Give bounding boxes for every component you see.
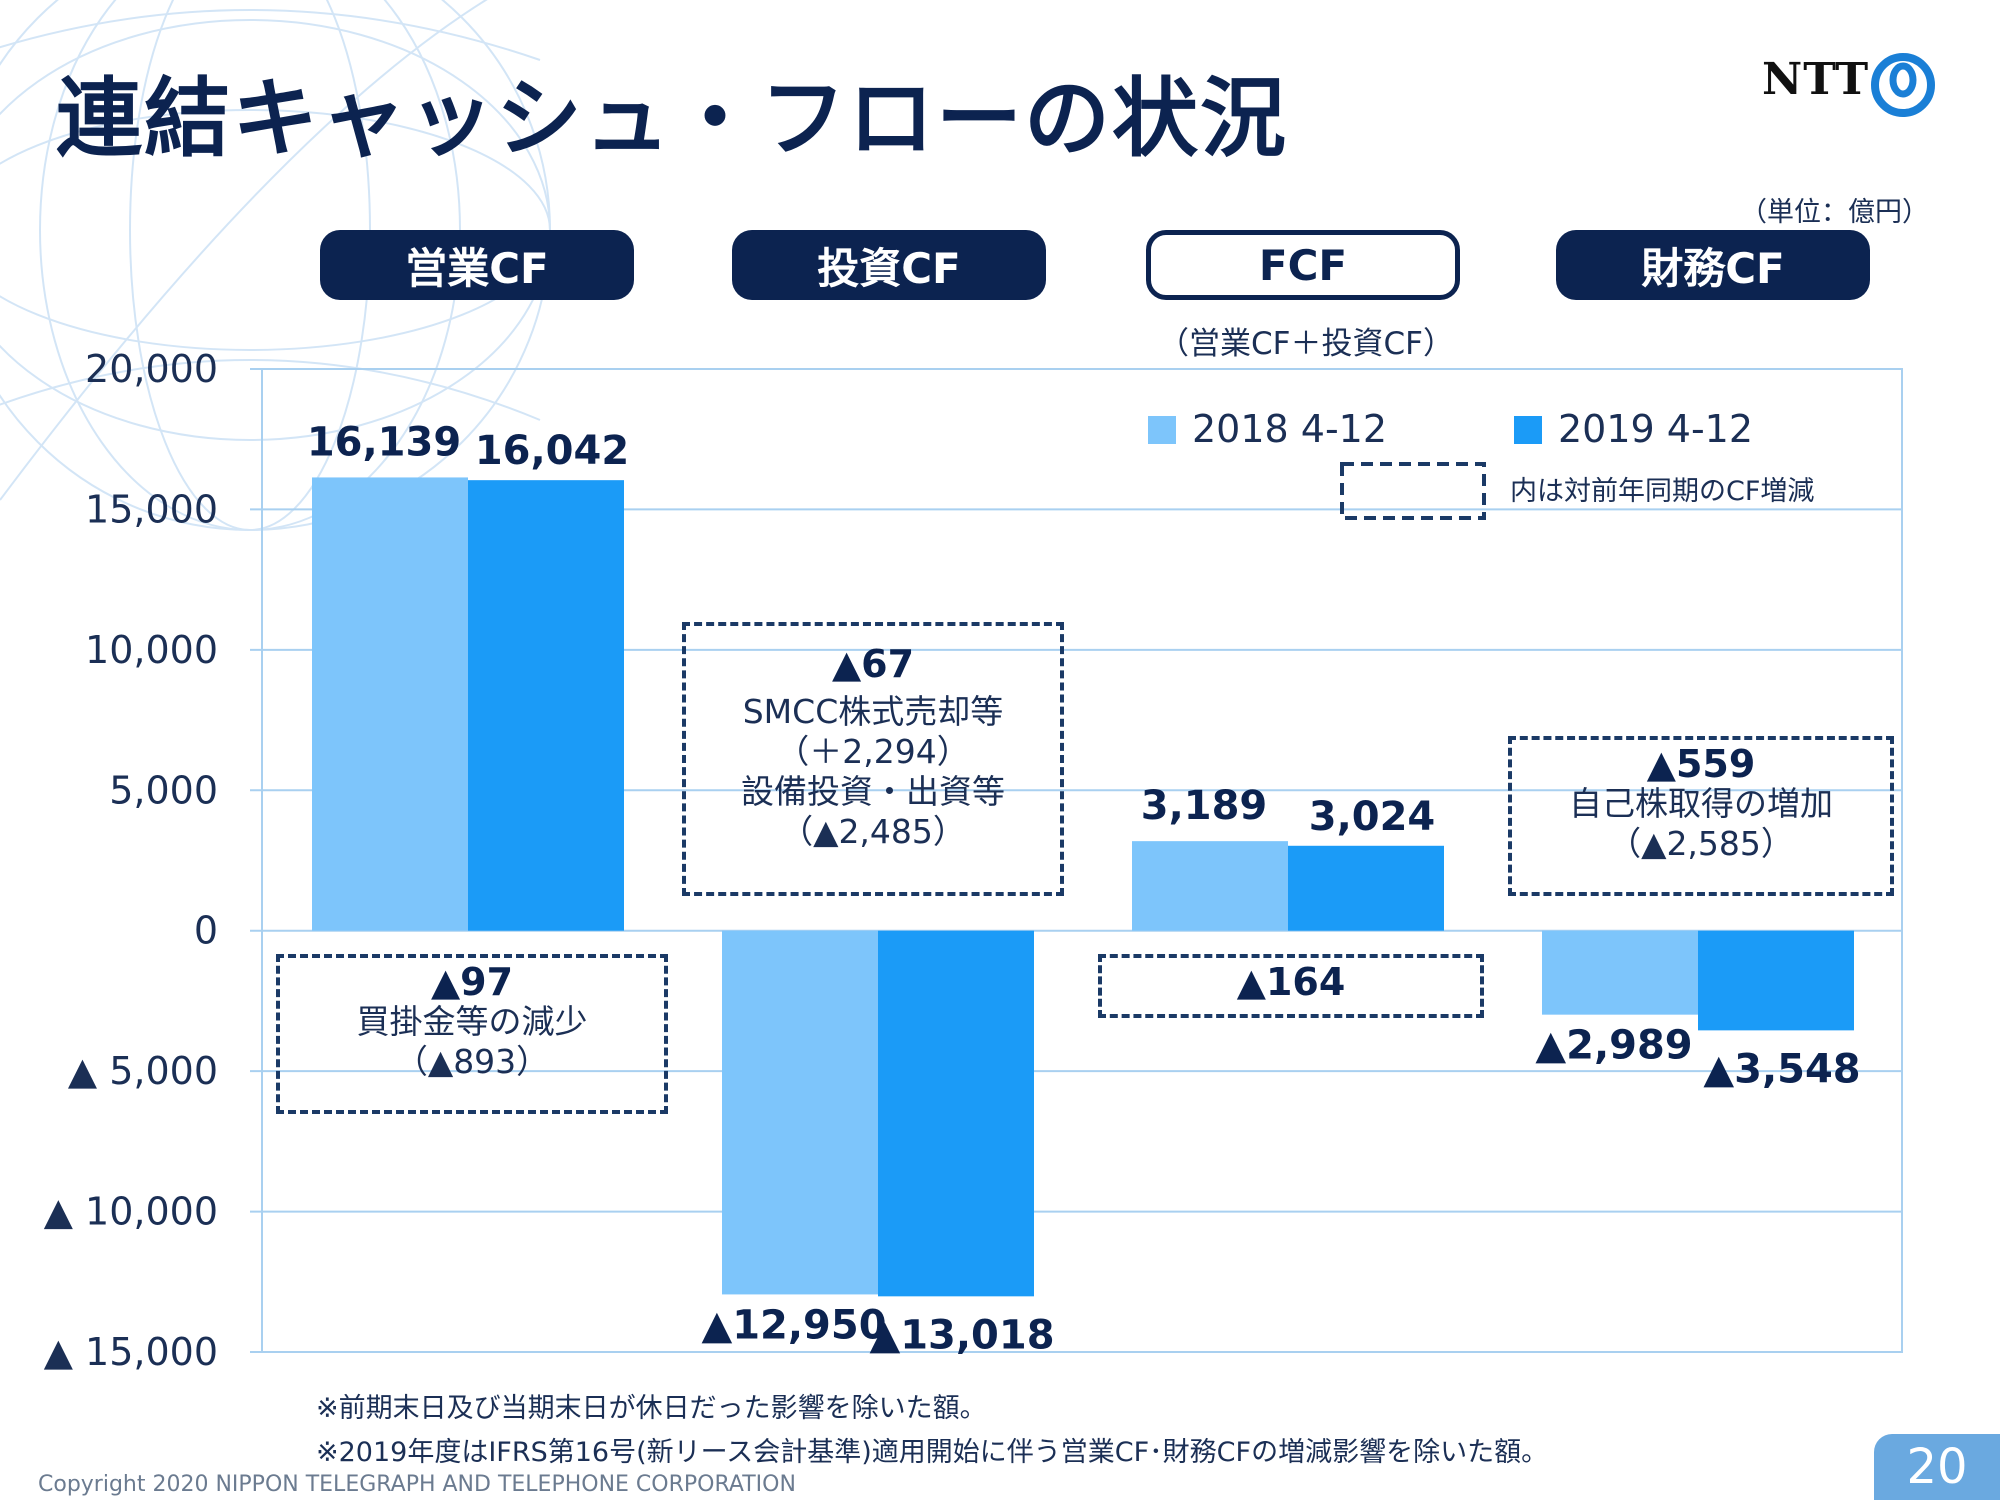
legend-swatch bbox=[1514, 416, 1542, 444]
annotation-box-financing bbox=[1508, 736, 1894, 896]
legend-label: 2018 4-12 bbox=[1192, 407, 1387, 451]
logo-text: NTT bbox=[1762, 54, 1870, 105]
bar-value-label: ▲2,989 bbox=[1535, 1023, 1692, 1069]
bar bbox=[1288, 845, 1444, 931]
group-pill-fcf: FCF bbox=[1146, 230, 1460, 300]
bar-value-label: ▲13,018 bbox=[869, 1312, 1054, 1358]
group-pill-financing: 財務CF bbox=[1556, 230, 1870, 300]
legend-dashed-key bbox=[1340, 462, 1486, 520]
bar bbox=[1542, 930, 1698, 1015]
page-title: 連結キャッシュ・フローの状況 bbox=[56, 69, 1288, 169]
y-tick-label: 5,000 bbox=[109, 768, 218, 812]
fcf-sublabel: （営業CF＋投資CF） bbox=[1158, 326, 1454, 362]
page-number: 20 bbox=[1874, 1434, 2000, 1500]
unit-label: （単位：億円） bbox=[1740, 197, 1929, 228]
bar-value-label: ▲12,950 bbox=[701, 1302, 886, 1348]
y-tick-label: 10,000 bbox=[85, 628, 218, 672]
annotation-fcf: ▲164 bbox=[1098, 962, 1484, 1002]
group-pill-operating: 営業CF bbox=[320, 230, 634, 300]
legend-note: 内は対前年同期のCF増減 bbox=[1510, 476, 1814, 507]
bar bbox=[1698, 930, 1854, 1031]
bar bbox=[878, 930, 1034, 1297]
bar bbox=[468, 480, 624, 931]
copyright: Copyright 2020 NIPPON TELEGRAPH AND TELE… bbox=[38, 1472, 796, 1497]
annotation-line: SMCC株式売却等 bbox=[742, 692, 1004, 731]
annotation-line: （▲893） bbox=[394, 1042, 550, 1081]
bar bbox=[1132, 841, 1288, 931]
annotation-line: （▲2,485） bbox=[780, 812, 966, 851]
ntt-ring-logo-icon bbox=[1871, 53, 1935, 117]
bar-value-label: 3,024 bbox=[1309, 794, 1436, 840]
bar bbox=[312, 477, 468, 931]
annotation-investing: ▲67 SMCC株式売却等 （＋2,294） 設備投資・出資等 （▲2,485） bbox=[682, 644, 1064, 852]
bar-value-label: 16,042 bbox=[475, 428, 629, 474]
annotation-line: 自己株取得の増加 bbox=[1569, 784, 1833, 823]
annotation-box-investing bbox=[682, 622, 1064, 896]
y-tick-label: 20,000 bbox=[85, 347, 218, 391]
y-tick-label: ▲ 10,000 bbox=[44, 1190, 218, 1234]
annotation-change: ▲67 bbox=[831, 642, 915, 686]
footnote-1: ※前期末日及び当期末日が休日だった影響を除いた額。 bbox=[316, 1393, 987, 1424]
y-tick-label: ▲ 15,000 bbox=[44, 1330, 218, 1374]
annotation-box-fcf bbox=[1098, 954, 1484, 1018]
annotation-line: 買掛金等の減少 bbox=[356, 1002, 588, 1041]
legend-label: 2019 4-12 bbox=[1558, 407, 1753, 451]
annotation-box-operating bbox=[276, 954, 668, 1114]
annotation-change: ▲559 bbox=[1646, 742, 1756, 786]
y-tick-label: 15,000 bbox=[85, 487, 218, 531]
y-tick-label: 0 bbox=[194, 909, 218, 953]
bar-value-label: 16,139 bbox=[307, 419, 461, 465]
ntt-logo: NTT bbox=[1762, 52, 1952, 122]
annotation-change: ▲97 bbox=[430, 960, 514, 1004]
bar-value-label: ▲3,548 bbox=[1703, 1046, 1860, 1092]
footnote-2: ※2019年度はIFRS第16号(新リース会計基準)適用開始に伴う営業CF･財務… bbox=[316, 1437, 1549, 1468]
annotation-change: ▲164 bbox=[1236, 960, 1346, 1004]
bar-value-label: 3,189 bbox=[1141, 783, 1268, 829]
annotation-line: 設備投資・出資等 bbox=[741, 772, 1005, 811]
group-pill-investing: 投資CF bbox=[732, 230, 1046, 300]
annotation-financing: ▲559 自己株取得の増加 （▲2,585） bbox=[1508, 744, 1894, 864]
annotation-operating: ▲97 買掛金等の減少 （▲893） bbox=[276, 962, 668, 1082]
annotation-line: （＋2,294） bbox=[776, 732, 970, 771]
bar bbox=[722, 930, 878, 1295]
legend-swatch bbox=[1148, 416, 1176, 444]
y-tick-label: ▲ 5,000 bbox=[68, 1049, 218, 1093]
annotation-line: （▲2,585） bbox=[1608, 824, 1794, 863]
